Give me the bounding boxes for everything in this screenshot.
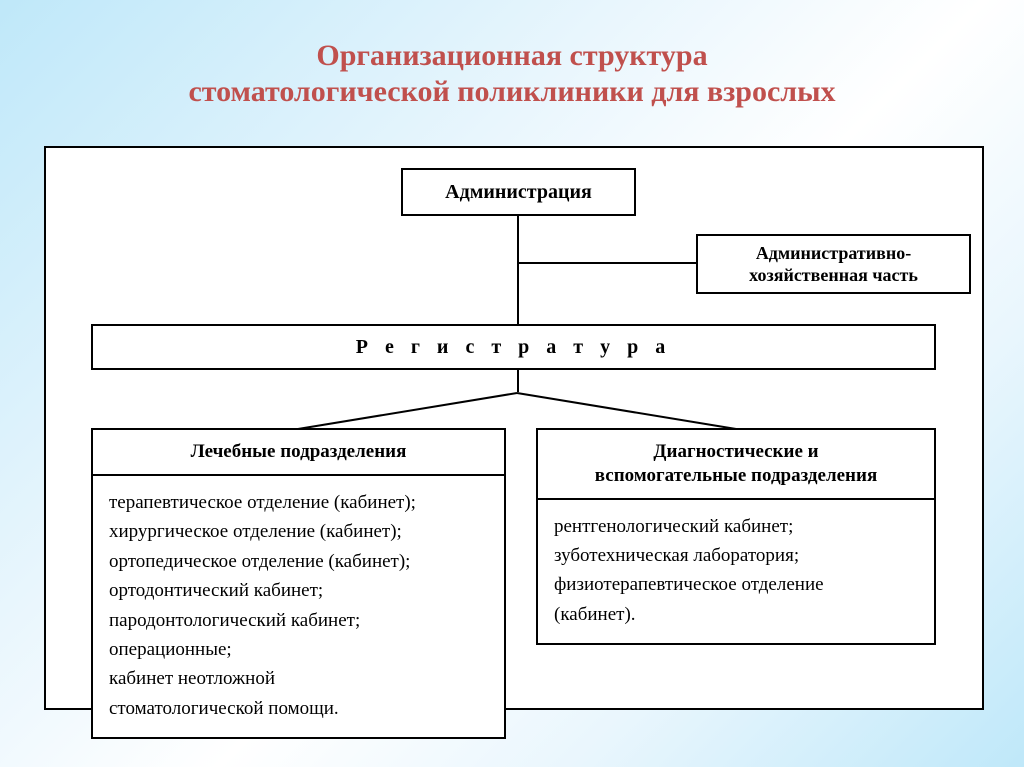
treatment-item: кабинет неотложной: [109, 664, 488, 693]
diagnostic-item: физиотерапевтическое отделение: [554, 570, 918, 599]
connector-diag-right: [517, 392, 736, 430]
diagnostic-header-line-2: вспомогательные подразделения: [595, 465, 877, 486]
treatment-header-text: Лечебные подразделения: [191, 441, 407, 462]
treatment-item: ортодонтический кабинет;: [109, 576, 488, 605]
treatment-item: ортопедическое отделение (кабинет);: [109, 547, 488, 576]
diagnostic-item: рентгенологический кабинет;: [554, 512, 918, 541]
node-admin-economic-label: Административно- хозяйственная часть: [749, 242, 918, 287]
node-registry-label: Р е г и с т р а т у р а: [356, 336, 671, 359]
column-treatment-header: Лечебные подразделения: [91, 428, 506, 476]
aho-line-2: хозяйственная часть: [749, 265, 918, 285]
diagram-frame: Администрация Административно- хозяйстве…: [44, 146, 984, 710]
node-admin-economic: Административно- хозяйственная часть: [696, 234, 971, 294]
column-diagnostic-body: рентгенологический кабинет;зуботехническ…: [536, 500, 936, 646]
title-line-1: Организационная структура: [316, 39, 707, 72]
node-registry: Р е г и с т р а т у р а: [91, 324, 936, 370]
diagnostic-header-line-1: Диагностические и: [653, 441, 818, 462]
column-diagnostic: Диагностические и вспомогательные подраз…: [536, 428, 936, 645]
treatment-item: пародонтологический кабинет;: [109, 606, 488, 635]
title-line-2: стоматологической поликлиники для взросл…: [30, 74, 994, 110]
node-administration: Администрация: [401, 168, 636, 216]
diagnostic-item: (кабинет).: [554, 600, 918, 629]
connector-registry-down: [517, 370, 519, 392]
treatment-item: стоматологической помощи.: [109, 694, 488, 723]
diagnostic-item: зуботехническая лаборатория;: [554, 541, 918, 570]
slide-title: Организационная структура стоматологичес…: [0, 38, 1024, 110]
treatment-item: операционные;: [109, 635, 488, 664]
treatment-item: терапевтическое отделение (кабинет);: [109, 488, 488, 517]
connector-diag-left: [298, 392, 517, 430]
column-diagnostic-header: Диагностические и вспомогательные подраз…: [536, 428, 936, 500]
column-treatment: Лечебные подразделения терапевтическое о…: [91, 428, 506, 739]
connector-admin-down: [517, 216, 519, 324]
column-treatment-body: терапевтическое отделение (кабинет);хиру…: [91, 476, 506, 740]
slide: Организационная структура стоматологичес…: [0, 0, 1024, 767]
aho-line-1: Административно-: [756, 243, 911, 263]
treatment-item: хирургическое отделение (кабинет);: [109, 517, 488, 546]
connector-to-aho: [517, 262, 696, 264]
node-administration-label: Администрация: [445, 181, 592, 204]
